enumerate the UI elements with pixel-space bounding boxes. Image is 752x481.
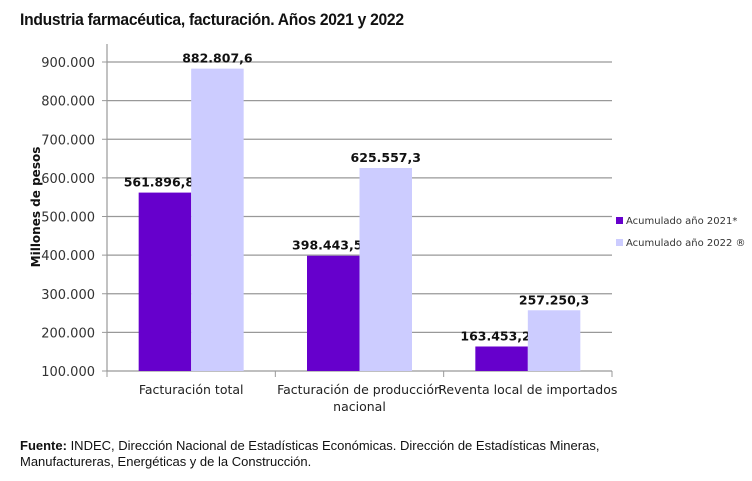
data-label: 625.557,3 [351, 150, 421, 165]
y-tick-label: 400.000 [41, 249, 95, 264]
y-tick-label: 100.000 [41, 365, 95, 380]
chart-title: Industria farmacéutica, facturación. Año… [20, 10, 404, 29]
data-label: 882.807,6 [182, 51, 253, 66]
y-tick-label: 200.000 [41, 326, 95, 341]
y-tick-label: 300.000 [41, 288, 95, 303]
source-label: Fuente: [20, 438, 67, 453]
bar-2021 [138, 192, 192, 371]
y-tick-label: 600.000 [41, 172, 95, 187]
bar-2021 [307, 255, 360, 371]
bar-2022 [191, 68, 244, 371]
bar-2022 [359, 168, 412, 371]
legend-label: Acumulado año 2021* [626, 216, 737, 227]
y-tick-label: 900.000 [41, 56, 95, 71]
y-axis-title: Millones de pesos [29, 147, 43, 268]
legend-swatch [616, 217, 623, 224]
x-tick-label: Facturación total [139, 382, 244, 397]
y-tick-label: 700.000 [41, 133, 95, 148]
data-label: 257.250,3 [519, 292, 589, 307]
data-label: 561.896,8 [124, 175, 194, 190]
bar-2022 [527, 310, 581, 371]
data-label: 163.453,2 [460, 328, 530, 343]
legend-swatch [616, 239, 623, 246]
source-note: Fuente: INDEC, Dirección Nacional de Est… [20, 438, 620, 470]
x-tick-label: Reventa local de importados [438, 382, 617, 397]
y-tick-label: 500.000 [41, 211, 95, 226]
bar-2021 [475, 346, 528, 371]
legend-label: Acumulado año 2022 ® [626, 238, 746, 249]
source-text: INDEC, Dirección Nacional de Estadística… [20, 438, 600, 469]
x-tick-label: nacional [333, 399, 386, 414]
data-label: 398.443,5 [292, 238, 362, 253]
y-tick-label: 800.000 [41, 95, 95, 110]
x-tick-label: Facturación de producción [277, 382, 442, 397]
